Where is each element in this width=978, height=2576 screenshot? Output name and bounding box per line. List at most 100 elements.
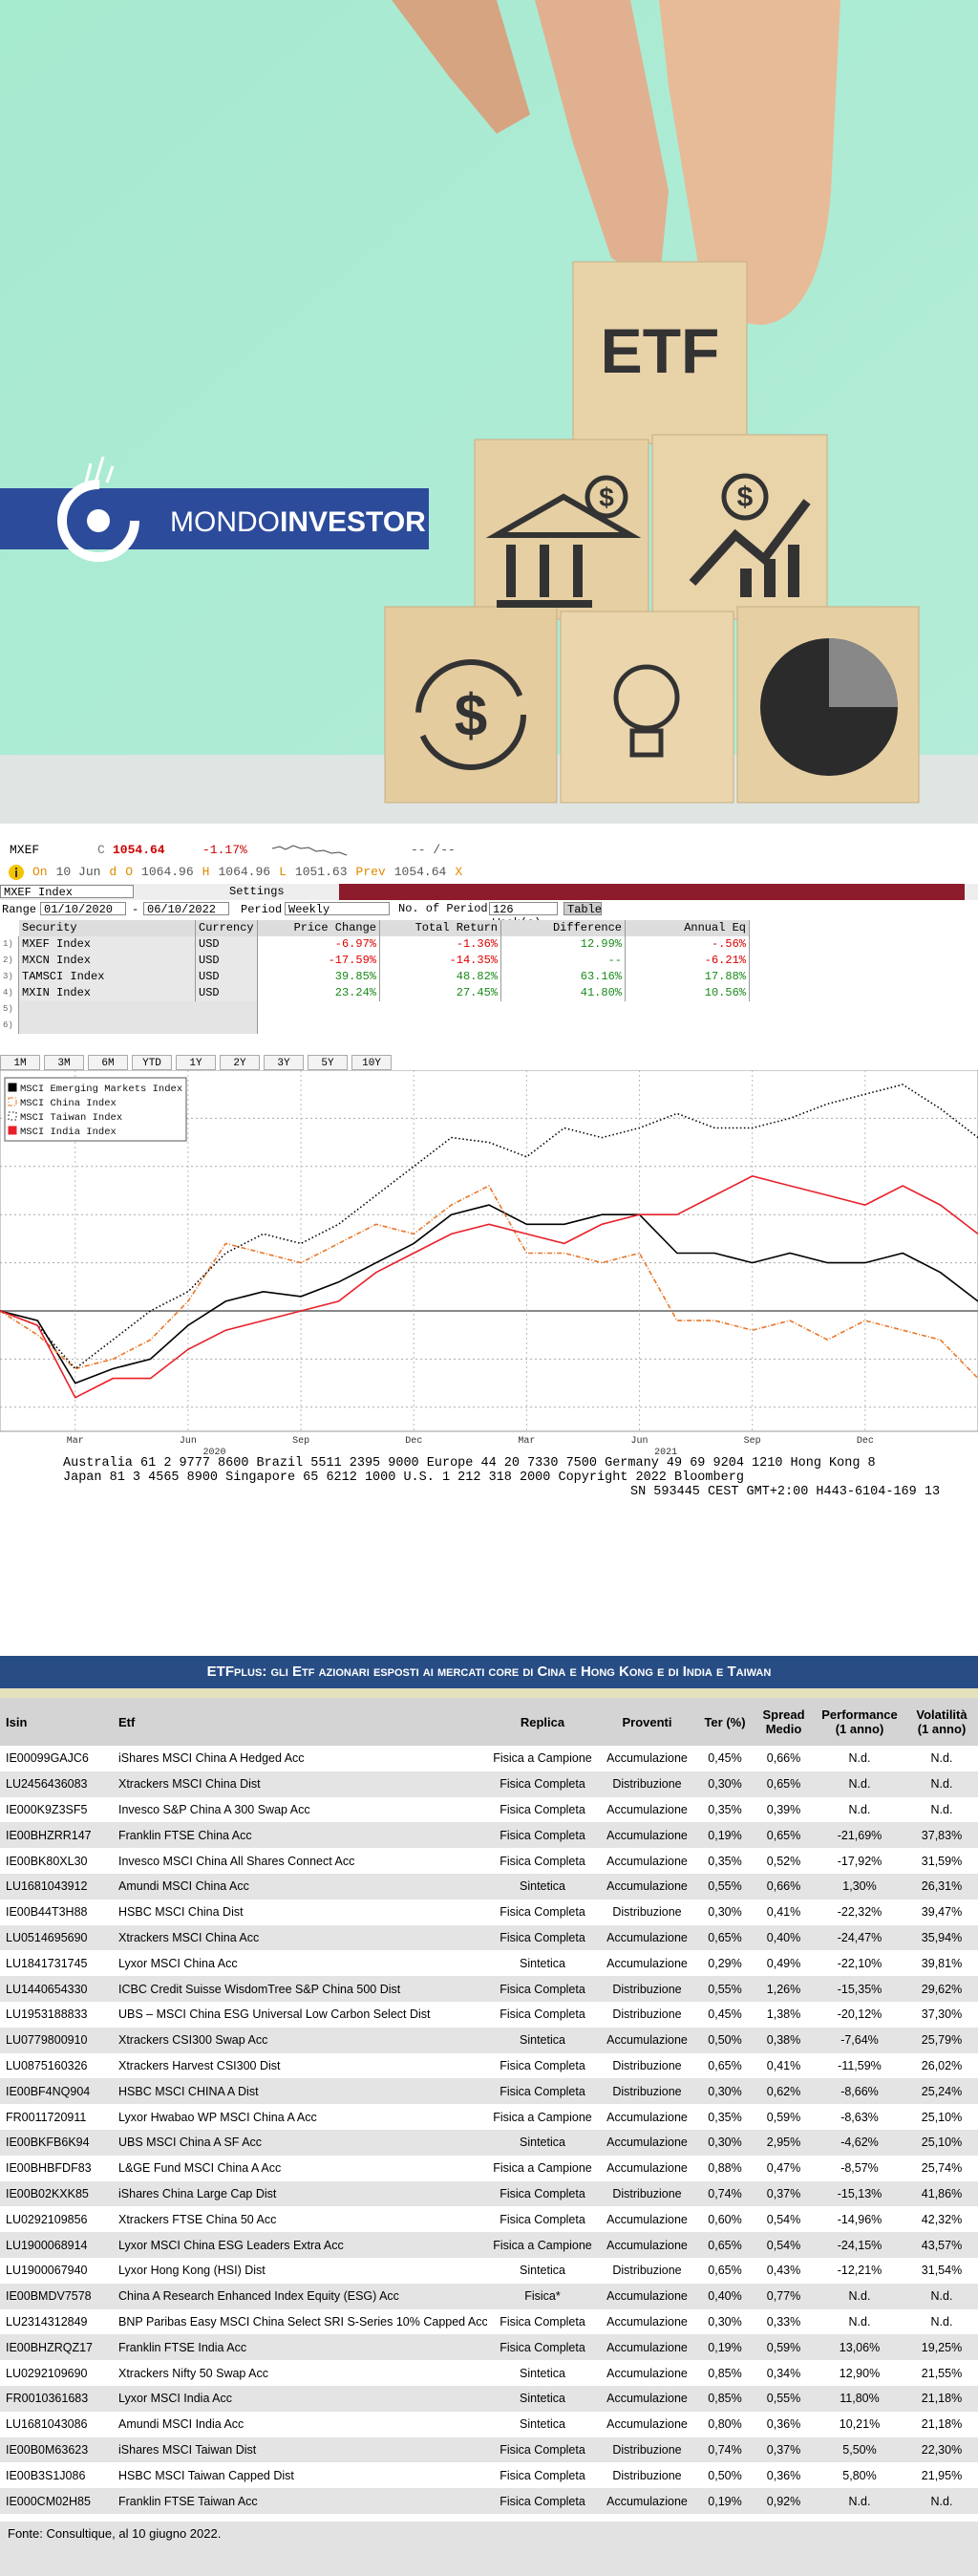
period-button[interactable]: 1Y (176, 1055, 216, 1070)
period-button[interactable]: 3M (44, 1055, 84, 1070)
period-button[interactable]: 10Y (351, 1055, 392, 1070)
table-cell: Accumulazione (598, 2385, 696, 2412)
cell: -.56% (626, 936, 750, 953)
table-cell: 0,34% (766, 2366, 801, 2380)
table-cell: 0,35% (708, 2110, 742, 2124)
table-cell: 0,55% (754, 2385, 814, 2412)
table-cell: N.d. (848, 1802, 871, 1816)
bloomberg-terminal: MXEF C 1054.64 -1.17% -- /-- On 10 Jun d O 1… (0, 822, 978, 1643)
table-cell: 42,32% (921, 2212, 963, 2226)
table-cell: Invesco S&P China A 300 Swap Acc (118, 1802, 310, 1816)
legend: MSCI Emerging Markets Index MSCI China In… (4, 1077, 187, 1142)
table-row: LU0514695690 Xtrackers MSCI China Acc Fisi… (0, 1924, 978, 1951)
x-tick-label: Mar (518, 1436, 535, 1447)
period-label: Period (241, 903, 283, 916)
table-cell: Accumulazione (598, 1822, 696, 1849)
table-cell: Sintetica (487, 1873, 598, 1900)
period-button[interactable]: 5Y (308, 1055, 348, 1070)
table-cell: 0,65% (754, 1822, 814, 1849)
x-tick-label: Mar (67, 1436, 84, 1447)
table-cell: 0,41% (766, 2058, 801, 2072)
table-cell: 43,57% (905, 2232, 978, 2258)
period-button[interactable]: YTD (132, 1055, 172, 1070)
table-cell: IE00BK80XL30 (6, 1854, 88, 1868)
period-button[interactable]: 1M (0, 1055, 40, 1070)
table-cell: FR0011720911 (6, 2110, 87, 2124)
column-header: Spread Medio (754, 1698, 814, 1746)
table-cell: Distribuzione (598, 2078, 696, 2105)
table-row: LU0779800910 Xtrackers CSI300 Swap Acc Sin… (0, 2027, 978, 2053)
security-box[interactable]: MXEF Index (0, 885, 134, 899)
range-from[interactable]: 01/10/2020 (40, 902, 126, 916)
settings[interactable]: Settings (229, 885, 285, 898)
table-cell: -15,35% (814, 1976, 905, 2002)
hand (411, 0, 669, 287)
empty-cell (19, 1018, 258, 1034)
table-cell: Xtrackers Harvest CSI300 Dist (118, 2058, 281, 2072)
cell: MXIN Index (19, 985, 196, 1001)
table-row: LU1900067940 Lyxor Hong Kong (HSI) Dist Si… (0, 2258, 978, 2284)
time: -- /-- (411, 843, 456, 857)
cell: USD (196, 953, 258, 969)
table-cell: 26,31% (905, 1873, 978, 1900)
cell: 10.56% (626, 985, 750, 1001)
table-cell: BNP Paribas Easy MSCI China Select SRI S… (118, 2314, 487, 2329)
table-cell: -24,47% (814, 1924, 905, 1951)
table-cell: LU0779800910 (0, 2027, 113, 2053)
column-header: Performance (1 anno) (814, 1698, 905, 1746)
table-cell: 37,30% (921, 2007, 963, 2022)
table-cell: -8,63% (840, 2110, 879, 2124)
table-cell: Fisica Completa (500, 2058, 585, 2072)
table-cell: Fisica Completa (487, 2334, 598, 2361)
period[interactable]: Weekly (285, 902, 390, 916)
table-cell: Fisica Completa (500, 1905, 585, 1920)
table-cell: Amundi MSCI India Acc (118, 2417, 244, 2432)
cell: 17.88% (626, 969, 750, 985)
currency-symbol: $ (599, 483, 614, 512)
table-cell: Accumulazione (606, 2161, 688, 2176)
column-header: Difference (501, 920, 626, 936)
chart: Mar Jun Sep Dec Mar Jun Sep Dec 2020 2021 MSCI Eme… (0, 1070, 978, 1499)
period-button[interactable]: 3Y (264, 1055, 304, 1070)
table-cell: Fisica Completa (500, 2468, 585, 2482)
table-cell: Sintetica (520, 1956, 565, 1970)
etf-table-section: ETFplus: gli Etf azionari esposti ai mer… (0, 1656, 978, 2576)
table-cell: 0,92% (754, 2488, 814, 2514)
column-header: Security (19, 920, 196, 936)
table-button[interactable]: Table (563, 902, 602, 916)
table-cell: LU1900068914 (0, 2232, 113, 2258)
quote-part: 1051.63 (294, 865, 348, 879)
table-cell: Fisica Completa (487, 2488, 598, 2514)
table-cell: 0,65% (708, 2264, 742, 2278)
x-tick-label: Dec (857, 1436, 874, 1447)
range-sep: - (132, 903, 139, 916)
period-button[interactable]: 6M (88, 1055, 128, 1070)
cell: 27.45% (380, 985, 501, 1001)
table-cell: Lyxor Hong Kong (HSI) Dist (118, 2264, 266, 2278)
table-cell: LU2456436083 (0, 1771, 113, 1797)
table-cell: Lyxor Hwabao WP MSCI China A Acc (118, 2110, 317, 2124)
brand: MONDOINVESTOR (170, 506, 426, 538)
table-cell: Distribuzione (598, 1976, 696, 2002)
table-row: LU2314312849 BNP Paribas Easy MSCI China … (0, 2309, 978, 2335)
period-button[interactable]: 2Y (220, 1055, 260, 1070)
cell: -- (501, 953, 626, 969)
x-group-label: 2021 (654, 1448, 677, 1458)
table-cell: IE00B02KXK85 (0, 2180, 113, 2207)
table-cell: Xtrackers Nifty 50 Swap Acc (118, 2366, 269, 2380)
table-cell: IE00BHBFDF83 (6, 2161, 92, 2176)
table-cell: 21,18% (905, 2385, 978, 2412)
range-to[interactable]: 06/10/2022 (143, 902, 229, 916)
table-cell: 0,35% (708, 1802, 742, 1816)
table-cell: 25,10% (905, 2129, 978, 2156)
table-cell: 37,83% (905, 1822, 978, 1849)
thumb (659, 0, 840, 325)
table-cell: 12,90% (839, 2366, 881, 2380)
periods[interactable]: 126 Week(s) (489, 902, 558, 930)
table-cell: UBS – MSCI China ESG Universal Low Carbo… (118, 2007, 431, 2022)
quote-part: Prev (355, 865, 386, 879)
table-cell: -11,59% (838, 2058, 882, 2072)
table-row: IE00BF4NQ904 HSBC MSCI CHINA A Dist Fisica… (0, 2078, 978, 2105)
table-cell: 0,37% (754, 2180, 814, 2207)
